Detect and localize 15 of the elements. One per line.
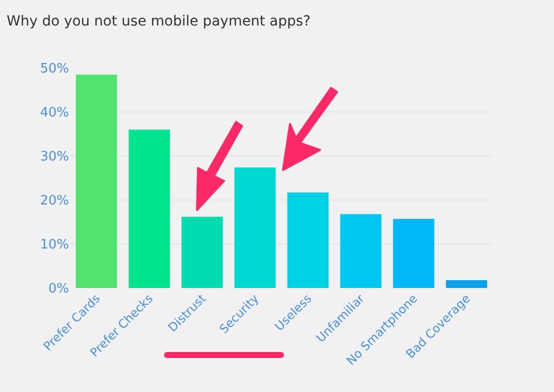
chart-title: Why do you not use mobile payment apps? (6, 13, 311, 30)
bar (182, 216, 223, 288)
y-tick-label: 0% (48, 282, 69, 297)
bar (446, 280, 488, 288)
bar (393, 218, 434, 288)
y-tick-label: 30% (40, 150, 69, 165)
bar (76, 74, 118, 288)
y-tick-label: 10% (40, 238, 69, 253)
y-tick-label: 20% (40, 194, 69, 209)
bar (287, 192, 329, 288)
y-tick-label: 40% (40, 106, 69, 121)
bar (234, 167, 276, 288)
bar (128, 130, 170, 288)
y-tick-label: 50% (40, 62, 69, 77)
bar (340, 214, 382, 288)
